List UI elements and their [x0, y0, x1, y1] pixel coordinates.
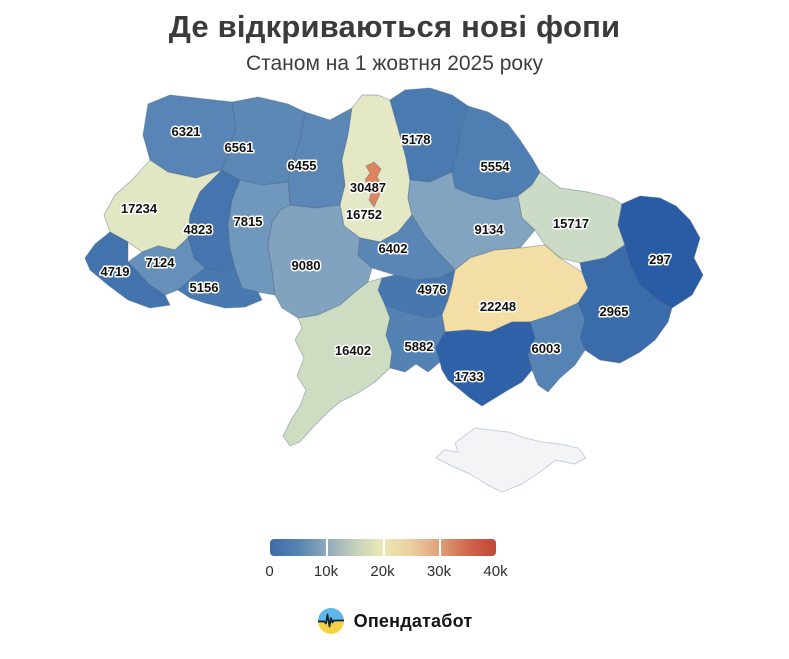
- region-mykolaiv: [384, 304, 446, 373]
- region-odesa: [282, 277, 393, 447]
- legend-tick-0: 0: [265, 563, 274, 580]
- region-value-zakarpattia: 4719: [101, 264, 130, 279]
- legend-separator-10k: [326, 539, 328, 556]
- legend-tick-40k: 40k: [483, 563, 508, 580]
- region-value-odesa: 16402: [335, 343, 371, 358]
- region-value-kherson: 1733: [455, 369, 484, 384]
- legend-ticks: 0 10k 20k 30k 40k: [265, 563, 507, 583]
- region-value-ivano-frankivsk: 7124: [146, 255, 176, 270]
- page-title: Де відкриваються нові фопи: [168, 9, 621, 44]
- region-crimea: [435, 427, 587, 493]
- region-value-kharkiv: 15717: [553, 216, 589, 231]
- region-value-volyn: 6321: [172, 124, 201, 139]
- color-legend: 0 10k 20k 30k 40k: [265, 539, 508, 583]
- region-value-poltava: 9134: [475, 222, 505, 237]
- region-value-mykolaiv: 5882: [405, 339, 434, 354]
- region-value-khmelnytskyi: 7815: [234, 214, 263, 229]
- brand-footer: Опендатабот: [0, 607, 789, 635]
- region-value-luhansk: 297: [649, 252, 671, 267]
- legend-tick-20k: 20k: [370, 563, 395, 580]
- region-value-cherkasy: 6402: [379, 241, 408, 256]
- legend-separator-30k: [439, 539, 441, 556]
- region-kherson: [435, 321, 536, 407]
- region-value-chernivtsi: 5156: [190, 280, 219, 295]
- legend-gradient-bar: [269, 539, 496, 556]
- region-value-kyiv-city: 30487: [350, 180, 386, 195]
- region-value-chernihiv: 5178: [402, 132, 431, 147]
- region-value-rivne: 6561: [225, 140, 254, 155]
- region-sumy: [451, 105, 541, 201]
- region-value-dnipro: 22248: [480, 299, 516, 314]
- map-regions: [84, 87, 704, 493]
- region-value-kyiv-oblast: 16752: [346, 207, 382, 222]
- region-value-sumy: 5554: [481, 159, 511, 174]
- legend-separator-20k: [382, 539, 385, 556]
- legend-tick-30k: 30k: [426, 563, 452, 580]
- region-value-zhytomyr: 6455: [288, 158, 317, 173]
- opendatabot-logo-icon: [317, 607, 345, 635]
- region-value-donetsk: 2965: [600, 304, 629, 319]
- page-subtitle: Станом на 1 жовтня 2025 року: [245, 52, 544, 75]
- region-value-ternopil: 4823: [184, 222, 213, 237]
- region-value-zaporizhzhia: 6003: [532, 341, 561, 356]
- region-zaporizhzhia: [527, 302, 586, 393]
- chart-header: Де відкриваються нові фопи Станом на 1 ж…: [0, 9, 789, 76]
- region-value-vinnytsia: 9080: [292, 258, 321, 273]
- region-value-kirovohrad: 4976: [418, 282, 447, 297]
- brand-name: Опендатабот: [353, 610, 473, 631]
- region-chernivtsi: [177, 267, 263, 309]
- map-value-labels: 6321 6561 6455 16752 5178 5554 17234 482…: [99, 123, 672, 386]
- legend-tick-10k: 10k: [313, 563, 339, 580]
- region-kyiv-city: [364, 161, 384, 208]
- region-value-lviv: 17234: [121, 201, 158, 216]
